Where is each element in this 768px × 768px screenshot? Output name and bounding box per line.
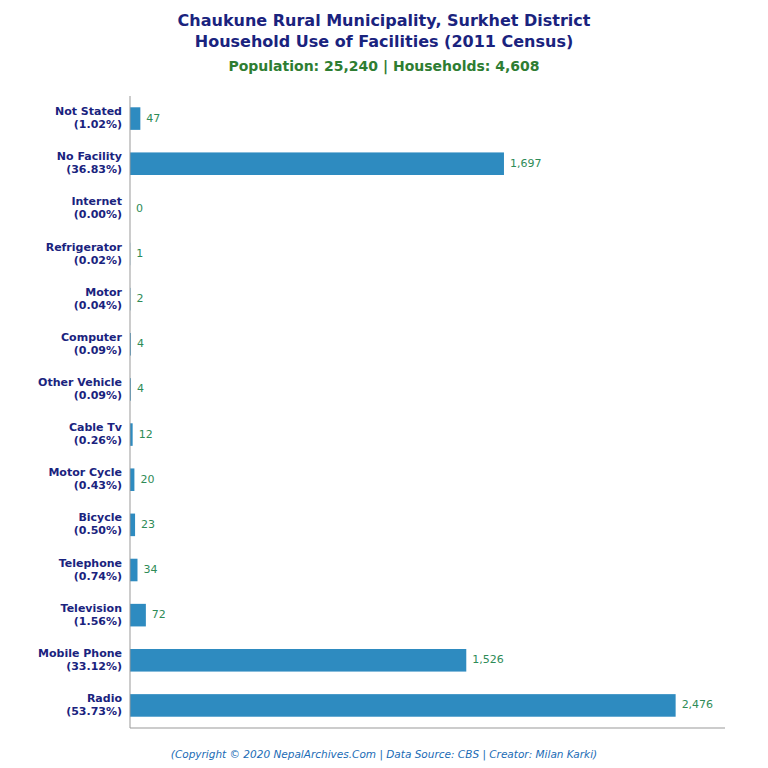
category-label: Mobile Phone(33.12%) xyxy=(38,647,122,673)
category-label-line: (0.09%) xyxy=(74,389,122,402)
title: Chaukune Rural Municipality, Surkhet Dis… xyxy=(178,11,591,51)
category-label-line: (0.02%) xyxy=(74,254,122,267)
category-label: Radio(53.73%) xyxy=(66,692,122,718)
data-label: 1,526 xyxy=(472,653,504,666)
bar xyxy=(130,649,466,672)
category-label-line: Cable Tv xyxy=(69,421,123,434)
y-axis-line xyxy=(130,96,131,728)
x-axis-line xyxy=(130,728,725,729)
bar xyxy=(130,559,137,582)
bar xyxy=(130,468,134,491)
data-label: 1,697 xyxy=(510,157,542,170)
bar xyxy=(130,694,676,717)
bar xyxy=(130,604,146,627)
subtitle: Population: 25,240 | Households: 4,608 xyxy=(228,58,539,75)
category-label-line: No Facility xyxy=(57,150,122,163)
bar xyxy=(130,152,504,175)
category-label-line: (33.12%) xyxy=(66,660,122,673)
title-line: Chaukune Rural Municipality, Surkhet Dis… xyxy=(178,11,591,30)
category-label-line: Bicycle xyxy=(78,511,122,524)
category-label: Telephone(0.74%) xyxy=(59,557,122,583)
chart: Chaukune Rural Municipality, Surkhet Dis… xyxy=(0,0,768,768)
category-label-line: Motor xyxy=(85,286,122,299)
category-label-line: (0.04%) xyxy=(74,299,122,312)
data-label: 2 xyxy=(136,292,143,305)
category-label-line: Telephone xyxy=(59,557,122,570)
category-label: Not Stated(1.02%) xyxy=(55,105,122,131)
data-label: 12 xyxy=(139,428,153,441)
category-label-line: Computer xyxy=(61,331,123,344)
category-label: Other Vehicle(0.09%) xyxy=(38,376,122,402)
data-label: 20 xyxy=(140,473,154,486)
background xyxy=(0,0,768,768)
category-label: Motor Cycle(0.43%) xyxy=(48,466,122,492)
category-label: Motor(0.04%) xyxy=(74,286,123,312)
category-label-line: Not Stated xyxy=(55,105,122,118)
category-label-line: (53.73%) xyxy=(66,705,122,718)
category-label-line: (0.50%) xyxy=(74,524,122,537)
category-label-line: Other Vehicle xyxy=(38,376,122,389)
category-label-line: (36.83%) xyxy=(66,163,122,176)
data-label: 72 xyxy=(152,608,166,621)
category-label-line: (1.56%) xyxy=(74,615,122,628)
category-label-line: Refrigerator xyxy=(46,241,123,254)
labels: 471,6970124412202334721,5262,476Not Stat… xyxy=(38,105,713,718)
category-label: Refrigerator(0.02%) xyxy=(46,241,123,267)
category-label-line: (0.09%) xyxy=(74,344,122,357)
bar xyxy=(130,107,140,130)
bars xyxy=(130,107,676,716)
category-label-line: (1.02%) xyxy=(74,118,122,131)
data-label: 34 xyxy=(143,563,157,576)
category-label: Cable Tv(0.26%) xyxy=(69,421,123,447)
category-label-line: Motor Cycle xyxy=(48,466,122,479)
category-label-line: Television xyxy=(61,602,122,615)
category-label-line: (0.26%) xyxy=(74,434,122,447)
category-label-line: Radio xyxy=(87,692,123,705)
category-label: Internet(0.00%) xyxy=(71,195,122,221)
category-label-line: (0.74%) xyxy=(74,570,122,583)
category-label: Computer(0.09%) xyxy=(61,331,123,357)
category-label-line: Mobile Phone xyxy=(38,647,122,660)
data-label: 4 xyxy=(137,382,144,395)
footer: (Copyright © 2020 NepalArchives.Com | Da… xyxy=(171,748,597,761)
bar xyxy=(130,514,135,537)
category-label: Bicycle(0.50%) xyxy=(74,511,122,537)
data-label: 47 xyxy=(146,112,160,125)
data-label: 0 xyxy=(136,202,143,215)
data-label: 1 xyxy=(136,247,143,260)
category-label: Television(1.56%) xyxy=(61,602,122,628)
category-label-line: (0.43%) xyxy=(74,479,122,492)
category-label: No Facility(36.83%) xyxy=(57,150,122,176)
category-label-line: Internet xyxy=(71,195,122,208)
data-label: 2,476 xyxy=(682,698,714,711)
data-label: 4 xyxy=(137,337,144,350)
data-label: 23 xyxy=(141,518,155,531)
title-line: Household Use of Facilities (2011 Census… xyxy=(195,32,573,51)
category-label-line: (0.00%) xyxy=(74,208,122,221)
